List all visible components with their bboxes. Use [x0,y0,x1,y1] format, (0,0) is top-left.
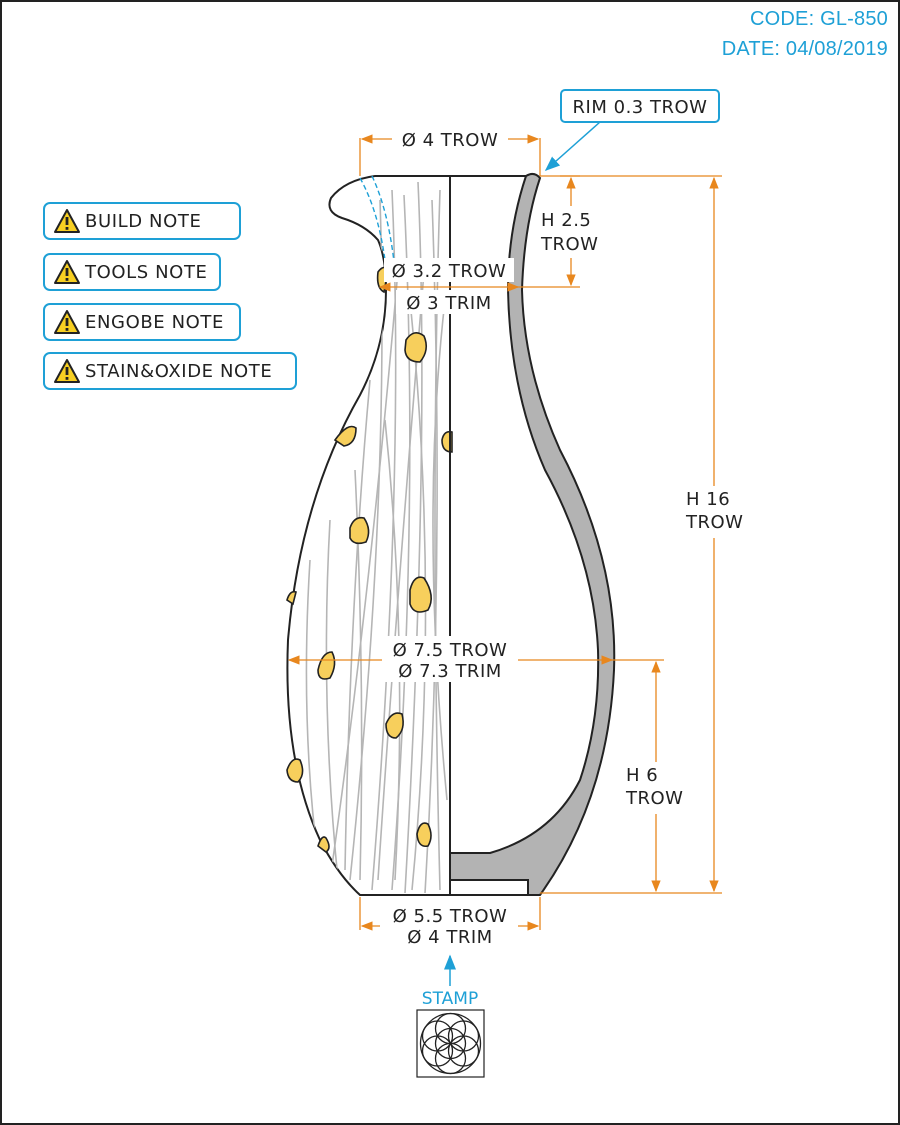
stamp-label: STAMP [422,989,478,1009]
lower-height-label-2: TROW [625,788,683,809]
build-note-label: BUILD NOTE [85,210,202,232]
warning-icon [53,208,81,234]
build-note-button[interactable]: BUILD NOTE [43,202,241,240]
total-height-label-2: TROW [685,512,743,533]
base-trim-label: Ø 4 TRIM [407,927,492,948]
date-label: DATE: 04/08/2019 [721,38,888,60]
base-trow-label: Ø 5.5 TROW [393,906,508,927]
flower-of-life-icon [419,1012,482,1075]
neck-trow-label: Ø 3.2 TROW [392,261,507,282]
rim-callout-arrow [544,121,601,171]
rim-callout-label: RIM 0.3 TROW [573,97,708,118]
neck-height-label-2: TROW [540,234,598,255]
label-backgrounds [380,127,750,948]
top-diameter-label: Ø 4 TROW [402,130,499,151]
stain-oxide-note-label: STAIN&OXIDE NOTE [85,360,273,382]
belly-trow-label: Ø 7.5 TROW [393,640,508,661]
total-height-label-1: H 16 [686,489,730,510]
warning-icon [53,358,81,384]
belly-trim-label: Ø 7.3 TRIM [398,661,502,682]
spout-hidden-lines [359,175,395,263]
neck-trim-label: Ø 3 TRIM [406,293,491,314]
engobe-note-label: ENGOBE NOTE [85,311,224,333]
warning-icon [53,309,81,335]
engobe-note-button[interactable]: ENGOBE NOTE [43,303,241,341]
warning-icon [53,259,81,285]
tools-note-button[interactable]: TOOLS NOTE [43,253,221,291]
neck-height-label-1: H 2.5 [541,210,591,231]
code-label: CODE: GL-850 [749,8,888,30]
tools-note-label: TOOLS NOTE [85,261,208,283]
wall-section [449,172,616,896]
stain-oxide-note-button[interactable]: STAIN&OXIDE NOTE [43,352,297,390]
rim-callout-box [560,89,720,123]
lower-height-label-1: H 6 [626,765,658,786]
